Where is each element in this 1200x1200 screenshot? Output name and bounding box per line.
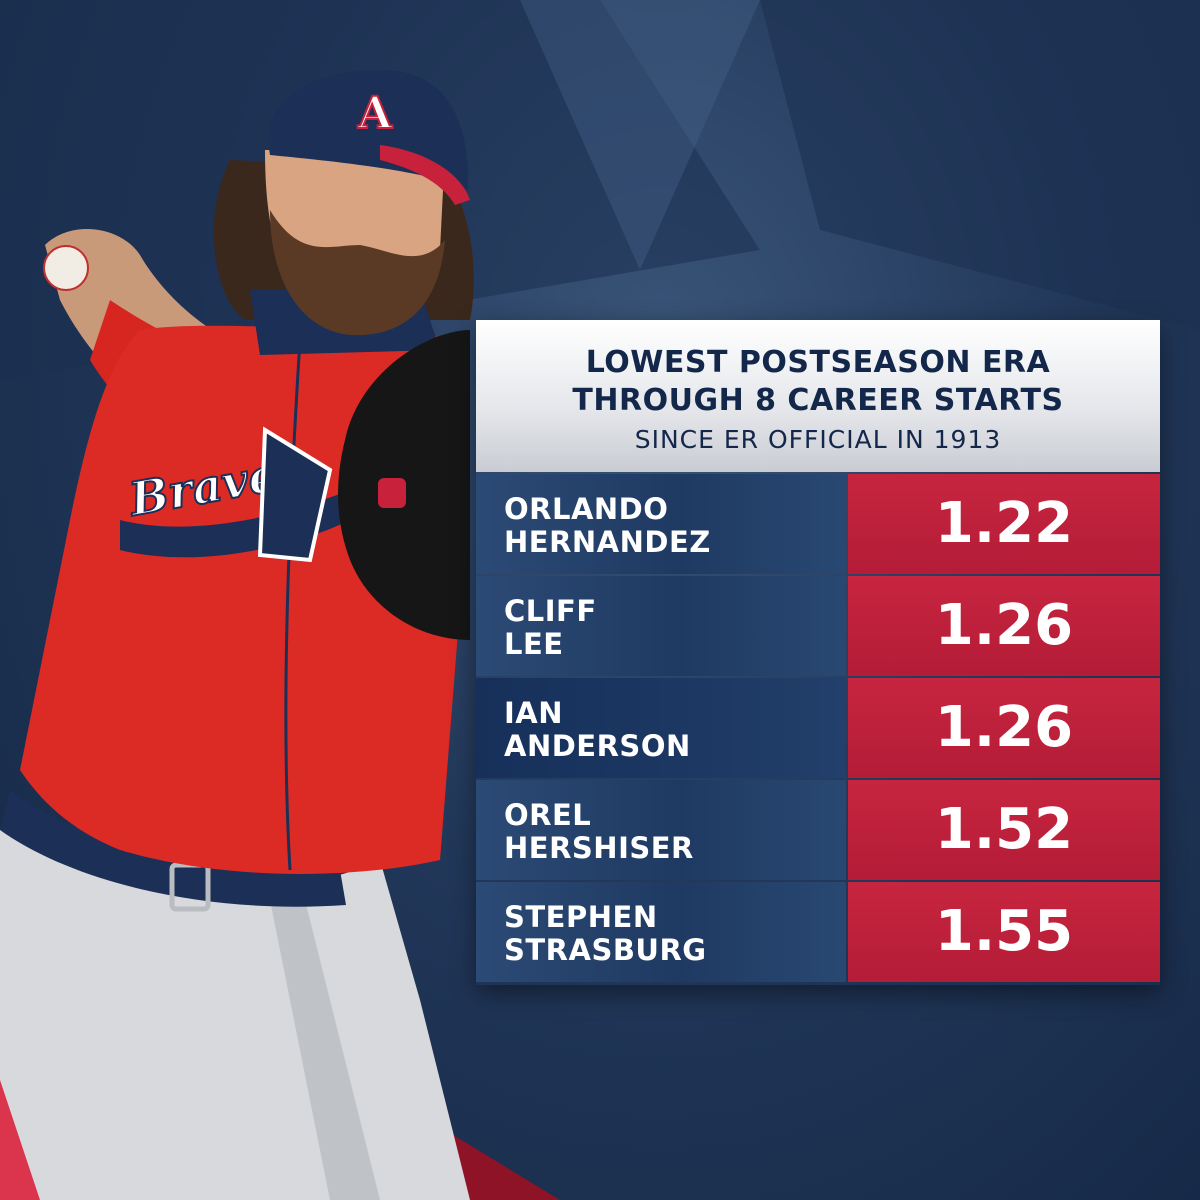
player-first-name: OREL <box>504 798 592 832</box>
player-first-name: CLIFF <box>504 594 597 628</box>
player-first-name: ORLANDO <box>504 492 669 526</box>
player-name-cell: STEPHEN STRASBURG <box>476 882 846 982</box>
table-row: OREL HERSHISER 1.52 <box>476 780 1160 880</box>
title-line-2: THROUGH 8 CAREER STARTS <box>572 383 1064 418</box>
table-row: STEPHEN STRASBURG 1.55 <box>476 882 1160 982</box>
bg-light-streak <box>520 0 760 270</box>
title-line-1: LOWEST POSTSEASON ERA <box>585 345 1051 380</box>
table-row: IAN ANDERSON 1.26 <box>476 678 1160 778</box>
player-last-name: LEE <box>504 627 564 661</box>
player-name-cell: IAN ANDERSON <box>476 678 846 778</box>
player-last-name: ANDERSON <box>504 729 691 763</box>
player-last-name: STRASBURG <box>504 933 707 967</box>
baseball <box>43 245 89 291</box>
player-name-cell: ORLANDO HERNANDEZ <box>476 474 846 574</box>
player-last-name: HERSHISER <box>504 831 694 865</box>
player-last-name: HERNANDEZ <box>504 525 711 559</box>
era-value: 1.55 <box>848 882 1160 982</box>
table-row: CLIFF LEE 1.26 <box>476 576 1160 676</box>
leaderboard-rows: ORLANDO HERNANDEZ 1.22 CLIFF LEE 1.26 IA… <box>476 474 1160 984</box>
cap-brim <box>380 145 470 205</box>
pitcher-beard <box>270 210 445 336</box>
era-leaderboard: LOWEST POSTSEASON ERA THROUGH 8 CAREER S… <box>476 320 1160 985</box>
leaderboard-header: LOWEST POSTSEASON ERA THROUGH 8 CAREER S… <box>476 320 1160 472</box>
era-value: 1.22 <box>848 474 1160 574</box>
tomahawk-logo <box>257 426 333 563</box>
cap-logo: A <box>357 88 393 139</box>
era-value: 1.26 <box>848 576 1160 676</box>
player-first-name: IAN <box>504 696 564 730</box>
subtitle: SINCE ER OFFICIAL IN 1913 <box>634 425 1002 454</box>
era-value: 1.52 <box>848 780 1160 880</box>
pitcher-belt <box>0 790 346 907</box>
player-name-cell: OREL HERSHISER <box>476 780 846 880</box>
era-value: 1.26 <box>848 678 1160 778</box>
bg-chevron-right <box>760 0 1200 330</box>
table-row: ORLANDO HERNANDEZ 1.22 <box>476 474 1160 574</box>
player-first-name: STEPHEN <box>504 900 658 934</box>
player-name-cell: CLIFF LEE <box>476 576 846 676</box>
